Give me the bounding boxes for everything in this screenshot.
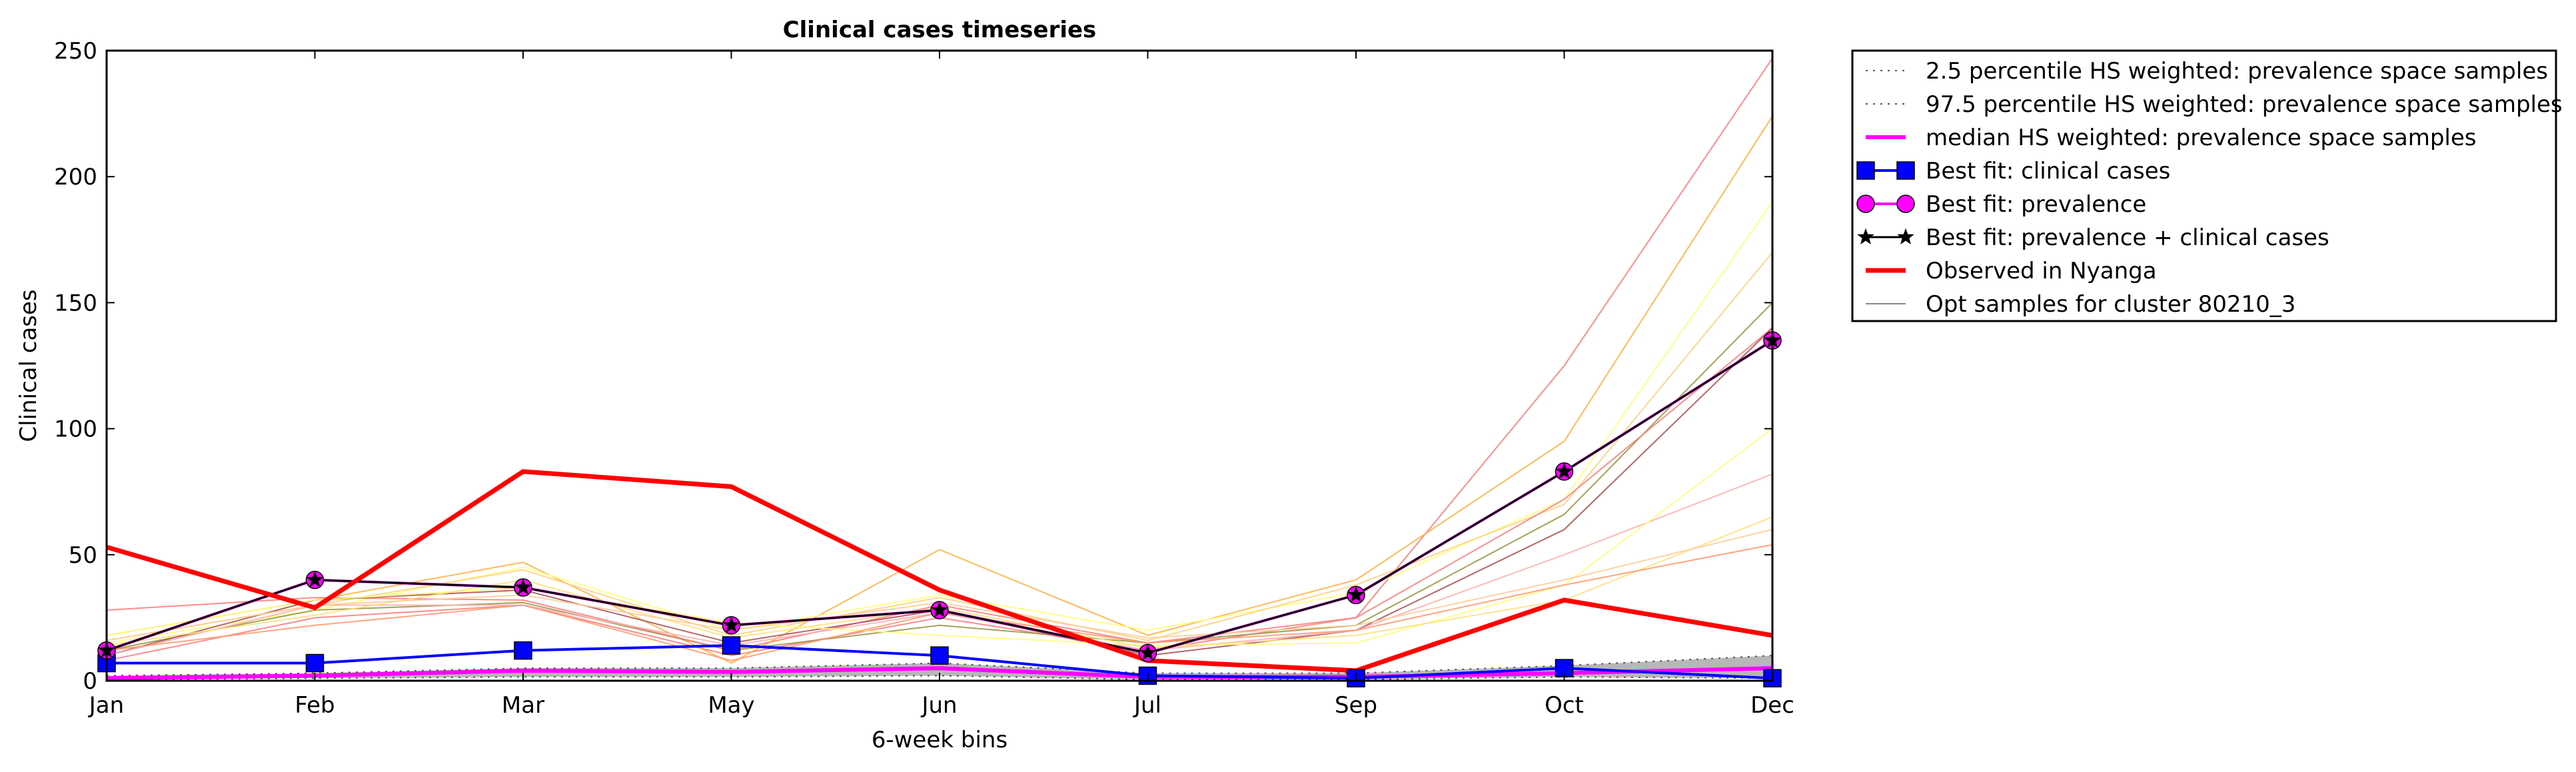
legend: 2.5 percentile HS weighted: prevalence s… [1851,49,2563,322]
x-tick-label: Dec [1750,692,1794,719]
y-tick-label: 150 [54,290,97,316]
legend-label: Best fit: clinical cases [1926,158,2170,185]
legend-entry-median-hs-weighted-prevalence-space-samples: median HS weighted: prevalence space sam… [1866,125,2477,151]
y-tick-label: 0 [83,668,97,695]
best-fit-prevalence-clinical-cases-point [1139,643,1157,661]
legend-label: Best fit: prevalence + clinical cases [1926,224,2329,251]
y-axis: 0 50 100 150 200 250 [54,38,1772,695]
best-fit-prevalence-clinical-cases-point [1347,585,1365,603]
best-fit-prevalence-clinical-cases-point [722,616,740,633]
opt-sample-line [107,428,1772,647]
series-layer [107,339,1772,681]
x-tick-label: Jan [88,692,124,719]
best-fit-clinical-cases-point [305,653,324,673]
best-fit-prevalence-clinical-cases-point [931,601,948,617]
legend-entry-best-fit-prevalence: Best fit: prevalence [1856,191,2146,218]
legend-label: median HS weighted: prevalence space sam… [1926,125,2477,151]
observed-in-nyanga-line [107,469,1772,673]
opt-sample-line [107,302,1772,651]
best-fit-prevalence-clinical-cases-point [306,571,324,587]
legend-marker [1857,228,1874,244]
x-tick-label: Mar [502,692,544,719]
x-tick-label: Oct [1545,692,1584,719]
x-tick-label: Feb [295,692,334,719]
opt-sample-line [107,529,1772,641]
legend-marker [1896,161,1915,180]
opt-sample-line [107,201,1772,644]
x-tick-label: Sep [1335,692,1377,719]
best-fit-clinical-cases-point [930,646,949,665]
legend-entry-best-fit-clinical-cases: Best fit: clinical cases [1856,158,2170,185]
legend-entry-best-fit-prevalence-clinical-cases: Best fit: prevalence + clinical cases [1857,224,2329,251]
legend-label: Best fit: prevalence [1926,191,2146,218]
x-tick-label: Jul [1133,692,1161,719]
x-tick-label: Jun [920,692,957,719]
x-axis: Jan Feb Mar May Jun Jul Sep Oct Dec [88,51,1794,719]
y-tick-label: 100 [54,416,97,443]
legend-marker [1897,228,1914,244]
y-tick-label: 50 [69,542,97,569]
legend-label: 97.5 percentile HS weighted: prevalence … [1926,91,2563,118]
best-fit-prevalence-clinical-cases-point [1555,462,1573,479]
best-fit-clinical-cases-point [722,636,741,655]
opt-sample-line [107,473,1772,657]
y-axis-title: Clinical cases [15,289,42,442]
y-tick-label: 250 [54,38,97,65]
legend-marker [1856,161,1875,180]
legend-marker [1856,194,1875,213]
opt-sample-line [107,252,1772,641]
legend-entry-2-5-percentile-hs-weighted-prevalence-space-samples: 2.5 percentile HS weighted: prevalence s… [1866,58,2548,85]
legend-entry-opt-samples-for-cluster-80210-3: Opt samples for cluster 80210_3 [1866,291,2295,318]
legend-marker [1896,194,1915,213]
legend-label: Observed in Nyanga [1926,258,2157,284]
legend-entry-observed-in-nyanga: Observed in Nyanga [1866,258,2157,284]
chart-title: Clinical cases timeseries [783,17,1097,43]
legend-label: 2.5 percentile HS weighted: prevalence s… [1926,58,2548,85]
best-fit-prevalence-clinical-cases-point [514,578,532,595]
best-fit-clinical-cases-point [514,641,532,660]
y-tick-label: 200 [54,164,97,191]
median-hs-weighted-prevalence-space-samples-line [107,666,1772,681]
opt-sample-line [107,115,1772,664]
legend-frame [1851,49,2557,322]
marker-layer [97,331,1782,687]
x-tick-label: May [708,692,754,719]
plot-frame [105,49,1774,682]
legend-entry-97-5-percentile-hs-weighted-prevalence-space-samples: 97.5 percentile HS weighted: prevalence … [1866,91,2563,118]
legend-label: Opt samples for cluster 80210_3 [1926,291,2295,318]
x-axis-title: 6-week bins [872,727,1007,753]
opt-samples-layer [107,57,1772,664]
